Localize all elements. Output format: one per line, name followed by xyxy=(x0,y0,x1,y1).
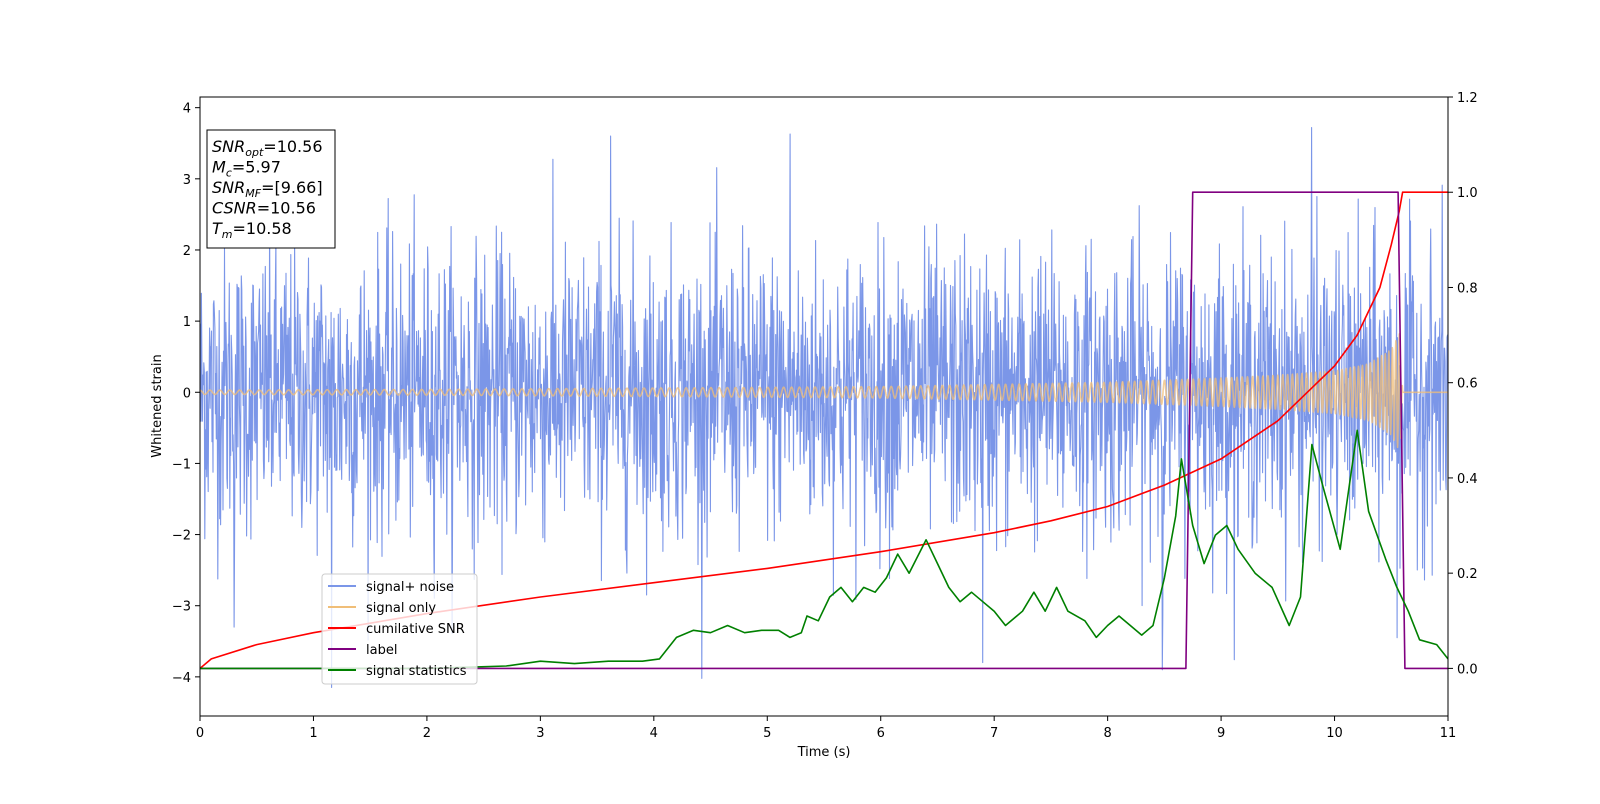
x-tick-label: 1 xyxy=(309,726,317,741)
y2-tick-label: 0.0 xyxy=(1457,662,1478,677)
info-box-line: SNRMF=[9.66] xyxy=(212,178,323,200)
info-box-line: Tm=10.58 xyxy=(212,219,292,241)
x-axis-label: Time (s) xyxy=(797,745,851,760)
y-tick-label: −1 xyxy=(172,457,191,472)
legend-label: label xyxy=(366,643,397,658)
info-box-frame xyxy=(206,129,336,249)
y2-tick-label: 0.2 xyxy=(1457,567,1478,582)
y-tick-label: −3 xyxy=(172,600,191,615)
x-tick-label: 11 xyxy=(1440,726,1457,741)
legend-frame xyxy=(321,573,478,685)
legend-label: cumilative SNR xyxy=(366,622,465,637)
x-tick-label: 3 xyxy=(536,726,544,741)
legend-label: signal only xyxy=(366,601,436,616)
legend-label: signal statistics xyxy=(366,664,467,679)
plot-frame xyxy=(199,96,1449,717)
x-tick-label: 6 xyxy=(877,726,885,741)
x-tick-label: 0 xyxy=(196,726,204,741)
y-tick-label: 0 xyxy=(183,386,191,401)
y-tick-label: −2 xyxy=(172,529,191,544)
series-line-label xyxy=(200,191,1448,670)
y2-tick-label: 1.2 xyxy=(1457,91,1478,106)
x-tick-label: 9 xyxy=(1217,726,1225,741)
y-tick-label: 3 xyxy=(183,173,191,188)
axes-layer: 0 1 2 3 4 5 6 7 8 9 10 11 −4 −3 −2 −1 0 1 2 3 4 0.0 0.2 0.4 0.6 0… xyxy=(172,91,1478,741)
y2-tick-label: 0.6 xyxy=(1457,377,1478,392)
x-tick-label: 8 xyxy=(1103,726,1111,741)
x-tick-label: 4 xyxy=(650,726,658,741)
legend: signal+ noise signal only cumilative SNR la… xyxy=(321,573,478,685)
y-axis-label: Whitened strain xyxy=(150,354,165,457)
x-tick-label: 5 xyxy=(763,726,771,741)
y2-tick-label: 1.0 xyxy=(1457,186,1478,201)
info-box-line: Mc=5.97 xyxy=(212,158,281,180)
y-tick-label: −4 xyxy=(172,671,191,686)
y2-tick-label: 0.4 xyxy=(1457,472,1478,487)
series-line-signal-statistics xyxy=(200,429,1448,670)
y2-tick-label: 0.8 xyxy=(1457,281,1478,296)
x-tick-label: 7 xyxy=(990,726,998,741)
y-tick-label: 2 xyxy=(183,244,191,259)
y-tick-label: 1 xyxy=(183,315,191,330)
legend-label: signal+ noise xyxy=(366,580,454,595)
x-tick-label: 2 xyxy=(423,726,431,741)
x-tick-label: 10 xyxy=(1326,726,1343,741)
info-box-line: CSNR=10.56 xyxy=(212,199,316,218)
info-box-line: SNRopt=10.56 xyxy=(212,137,323,159)
series-line-signal-only xyxy=(200,333,1448,449)
y-tick-label: 4 xyxy=(183,102,191,117)
info-box: SNRopt=10.56Mc=5.97SNRMF=[9.66]CSNR=10.5… xyxy=(206,129,336,249)
